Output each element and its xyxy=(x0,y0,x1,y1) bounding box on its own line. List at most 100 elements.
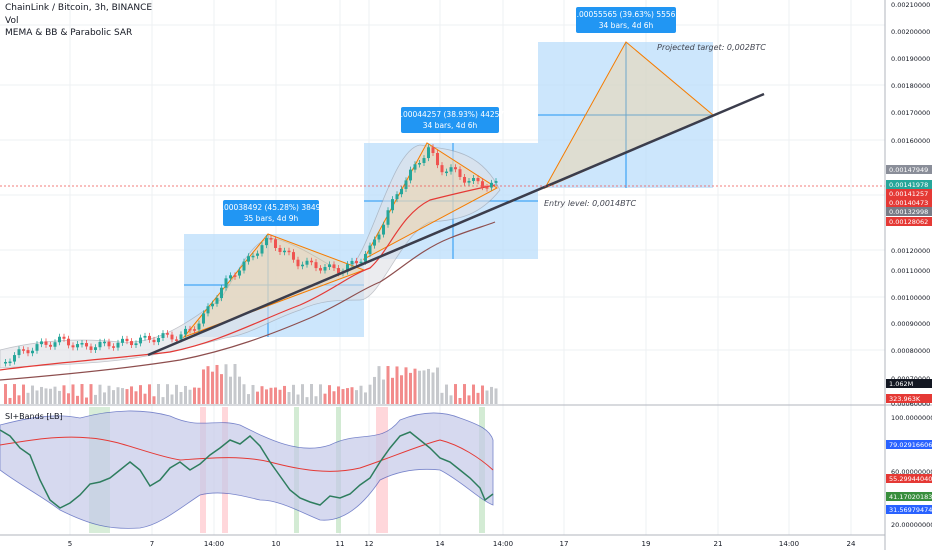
volume-bar xyxy=(134,391,138,404)
volume-bar xyxy=(80,384,84,404)
volume-bar xyxy=(238,376,241,404)
price-tick: 0.00090000 xyxy=(891,320,930,328)
time-tick: 14:00 xyxy=(204,540,224,548)
support-trendline[interactable] xyxy=(147,92,765,357)
callout-box-1[interactable]: 0.00038492 (45.28%) 38492 35 bars, 4d 9h xyxy=(217,200,326,226)
price-tick: 0.00200000 xyxy=(891,28,930,36)
candle-body xyxy=(31,350,34,354)
candle-body xyxy=(278,247,282,252)
volume-bars xyxy=(4,364,498,404)
time-tick: 5 xyxy=(68,540,72,548)
candle-body xyxy=(404,180,408,189)
candle-body xyxy=(103,341,106,344)
candle-body xyxy=(130,341,133,346)
volume-bar xyxy=(179,392,183,404)
volume-bar xyxy=(332,391,336,404)
volume-bar xyxy=(193,387,196,404)
volume-bar xyxy=(98,384,102,404)
volume-bar xyxy=(377,366,381,404)
candle-body xyxy=(211,303,214,307)
volume-bar xyxy=(71,384,75,404)
candle-body xyxy=(13,355,16,362)
price-badge-label: 0.00132998 xyxy=(889,208,928,216)
volume-bar xyxy=(130,386,133,404)
volume-bar xyxy=(4,384,7,404)
candle-body xyxy=(391,199,394,211)
candle-body xyxy=(373,239,376,246)
candle-body xyxy=(49,344,52,347)
volume-bar xyxy=(166,384,169,404)
volume-bar xyxy=(274,387,277,404)
candle-body xyxy=(197,323,201,330)
candle-body xyxy=(161,333,165,338)
candle-body xyxy=(152,339,156,343)
volume-bar xyxy=(202,369,205,404)
indicator-badge-label: 41.17020183 xyxy=(889,493,932,501)
volume-bar xyxy=(197,387,201,404)
volume-bar xyxy=(224,364,228,404)
callout-box-3[interactable]: 0.00055565 (39.63%) 55565 34 bars, 4d 6h xyxy=(572,7,681,33)
volume-bar xyxy=(58,390,61,404)
price-badges: 0.00147949 0.001419780.001412570.00140473… xyxy=(886,165,932,403)
candle-body xyxy=(296,259,300,267)
volume-bar xyxy=(314,396,318,404)
volume-bar xyxy=(382,379,385,404)
volume-bar xyxy=(242,384,246,404)
volume-bar xyxy=(89,384,93,404)
volume-bar xyxy=(251,384,255,404)
volume-bar xyxy=(8,397,12,404)
callout-box-2[interactable]: 0.00044257 (38.93%) 44257 34 bars, 4d 6h xyxy=(396,107,505,133)
candle-body xyxy=(386,210,390,225)
candle-body xyxy=(458,169,462,177)
candle-body xyxy=(328,264,331,268)
candle-body xyxy=(337,268,340,274)
indicator-badge-label: 79.02916606 xyxy=(889,441,932,449)
volume-bar xyxy=(481,385,484,404)
volume-bar xyxy=(22,384,25,404)
candle-body xyxy=(409,169,412,181)
volume-bar xyxy=(494,388,498,404)
candle-body xyxy=(400,188,403,195)
price-badge-label: 0.00147949 xyxy=(889,166,928,174)
volume-bar xyxy=(175,384,178,404)
candle-body xyxy=(301,264,304,267)
candle-body xyxy=(17,349,21,356)
candle-body xyxy=(242,261,246,271)
candle-body xyxy=(346,264,349,272)
candle-body xyxy=(427,147,430,159)
volume-bar xyxy=(395,366,399,404)
volume-bar xyxy=(269,387,273,404)
volume-bar xyxy=(436,367,439,404)
volume-bar xyxy=(463,384,466,404)
volume-bar xyxy=(310,384,313,404)
volume-bar xyxy=(53,386,57,404)
volume-bar xyxy=(31,385,34,404)
volume-bar xyxy=(229,376,232,404)
candle-body xyxy=(193,329,196,331)
price-badge-label: 0.00141257 xyxy=(889,190,928,198)
volume-bar xyxy=(260,386,264,404)
indicator-badge-label: 55.29944040 xyxy=(889,475,932,483)
volume-bar xyxy=(328,385,331,404)
candle-body xyxy=(445,171,448,174)
candle-body xyxy=(436,153,439,166)
candle-body xyxy=(355,260,358,264)
indicator-badge-label: 31.56979474 xyxy=(889,506,932,514)
candle-body xyxy=(94,347,97,350)
volume-bar xyxy=(148,384,151,404)
candle-body xyxy=(179,334,183,340)
volume-bar xyxy=(319,384,322,404)
candle-body xyxy=(485,187,489,189)
candle-body xyxy=(314,262,318,269)
candle-body xyxy=(431,147,435,154)
candle-body xyxy=(188,328,192,331)
candle-body xyxy=(215,298,219,304)
volume-bar xyxy=(409,372,412,404)
price-tick: 0.00120000 xyxy=(891,247,930,255)
candle-body xyxy=(251,255,255,258)
candle-body xyxy=(202,313,205,324)
candle-body xyxy=(22,349,25,351)
time-axis[interactable]: 5 7 14:00 10 11 12 14 14:00 17 19 21 14:00 24 xyxy=(68,540,856,548)
candle-body xyxy=(481,181,484,188)
